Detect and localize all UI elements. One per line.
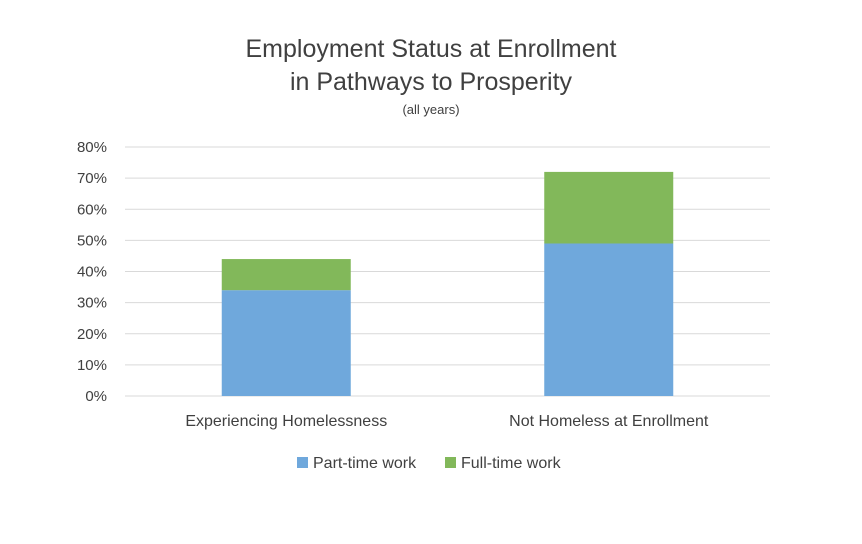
y-tick-label: 20% [77,326,107,343]
bar-segment-full-time-work [544,171,674,244]
legend: Part-time work Full-time work [297,455,562,472]
bars [221,171,674,396]
legend-swatch [445,457,456,468]
y-tick-label: 40% [77,264,107,281]
legend-label: Full-time work [461,455,562,472]
chart-subtitle: (all years) [402,102,459,117]
y-tick-label: 30% [77,295,107,312]
y-tick-label: 70% [77,170,107,187]
y-tick-label: 0% [85,388,107,405]
chart-title-line-1: Employment Status at Enrollment [246,35,617,63]
bar-segment-part-time-work [221,290,351,396]
x-axis-category-labels: Experiencing Homelessness Not Homeless at… [185,413,709,430]
y-tick-label: 50% [77,232,107,249]
bar-segment-full-time-work [221,259,351,291]
x-category-label: Not Homeless at Enrollment [509,413,709,430]
y-tick-label: 10% [77,357,107,374]
x-category-label: Experiencing Homelessness [185,413,387,430]
y-tick-label: 80% [77,139,107,156]
chart-title: Employment Status at Enrollment in Pathw… [246,35,617,117]
y-tick-label: 60% [77,201,107,218]
chart-title-line-2: in Pathways to Prosperity [290,68,573,96]
y-axis-tick-labels: 0% 10% 20% 30% 40% 50% 60% 70% 80% [77,139,107,405]
legend-label: Part-time work [313,455,417,472]
bar-segment-part-time-work [544,243,674,396]
legend-swatch [297,457,308,468]
